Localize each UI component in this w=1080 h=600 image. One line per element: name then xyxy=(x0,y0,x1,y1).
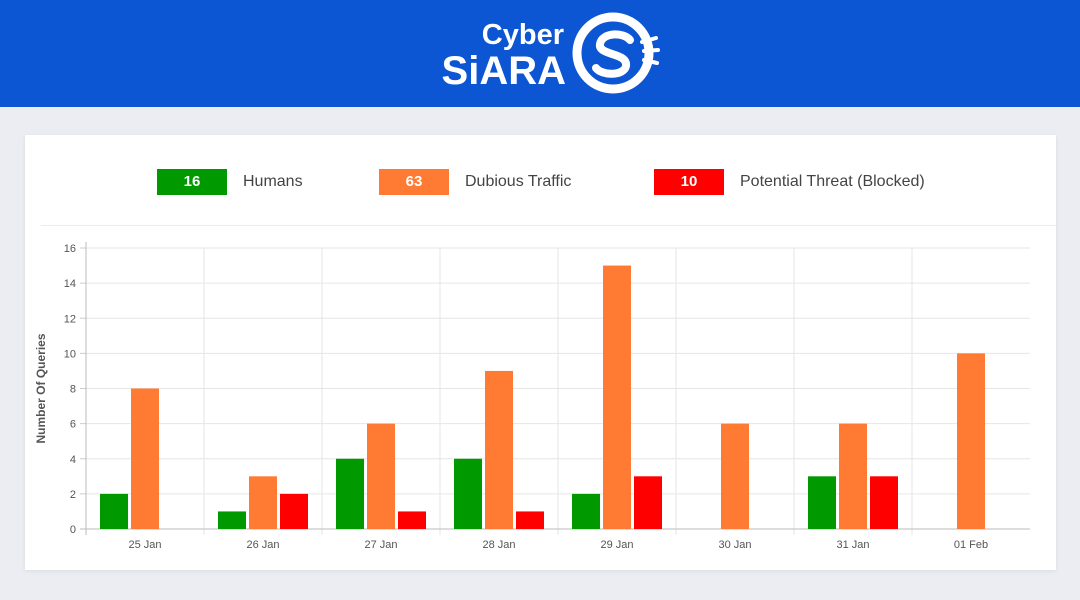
dubious-traffic-count-badge: 63 xyxy=(379,169,449,195)
humans-count-badge: 16 xyxy=(157,169,227,195)
bar-humans xyxy=(100,493,128,529)
x-tick-label: 25 Jan xyxy=(128,539,161,551)
x-tick-label: 27 Jan xyxy=(364,539,397,551)
x-tick-label: 26 Jan xyxy=(246,539,279,551)
x-tick-label: 30 Jan xyxy=(718,539,751,551)
x-tick-label: 28 Jan xyxy=(482,539,515,551)
bar-potential-threat-blocked xyxy=(634,476,662,529)
y-tick-label: 6 xyxy=(70,419,76,431)
x-tick-label: 31 Jan xyxy=(836,539,869,551)
bar-humans xyxy=(572,493,600,529)
bar-humans xyxy=(336,458,364,529)
bar-humans xyxy=(218,511,246,529)
y-tick-label: 12 xyxy=(64,313,76,325)
y-tick-label: 10 xyxy=(64,348,76,360)
potential-threat-count-badge: 10 xyxy=(654,169,724,195)
bar-chart: 0 2 4 6 8 10 12 14 16 25 Jan 26 Jan 27 Jan 28 Jan 29 … xyxy=(34,242,1030,551)
y-tick-label: 16 xyxy=(64,243,76,255)
bar-dubious-traffic xyxy=(721,423,749,529)
bar-potential-threat-blocked xyxy=(398,511,426,529)
bar-dubious-traffic xyxy=(957,353,985,529)
y-axis-title: Number Of Queries xyxy=(34,333,48,443)
y-tick-label: 8 xyxy=(70,384,76,396)
x-tick-label: 29 Jan xyxy=(600,539,633,551)
bar-potential-threat-blocked xyxy=(870,476,898,529)
bar-potential-threat-blocked xyxy=(280,493,308,529)
humans-label: Humans xyxy=(243,173,303,190)
y-tick-label: 4 xyxy=(70,454,76,466)
bar-dubious-traffic xyxy=(367,423,395,529)
bar-potential-threat-blocked xyxy=(516,511,544,529)
dubious-traffic-label: Dubious Traffic xyxy=(465,173,572,190)
y-tick-label: 14 xyxy=(64,278,76,290)
bar-dubious-traffic xyxy=(131,388,159,529)
bar-humans xyxy=(454,458,482,529)
header-bar: Cyber SiARA xyxy=(0,0,1080,107)
bar-dubious-traffic xyxy=(603,265,631,529)
chart-card: 16 Humans 63 Dubious Traffic 10 Potentia… xyxy=(25,135,1056,570)
legend-divider xyxy=(41,225,1056,226)
logo-word-cyber: Cyber xyxy=(482,19,564,51)
s-swirl-logo-icon xyxy=(572,12,660,94)
x-tick-label: 01 Feb xyxy=(954,539,988,551)
bar-dubious-traffic xyxy=(839,423,867,529)
logo-word-siara: SiARA xyxy=(442,49,566,93)
cyber-siara-logo: Cyber SiARA xyxy=(442,12,660,94)
y-tick-label: 0 xyxy=(70,524,76,536)
bar-dubious-traffic xyxy=(485,370,513,529)
bar-humans xyxy=(808,476,836,529)
summary-legend: 16 Humans 63 Dubious Traffic 10 Potentia… xyxy=(25,135,1056,225)
y-tick-label: 2 xyxy=(70,489,76,501)
potential-threat-label: Potential Threat (Blocked) xyxy=(740,173,925,190)
bar-dubious-traffic xyxy=(249,476,277,529)
